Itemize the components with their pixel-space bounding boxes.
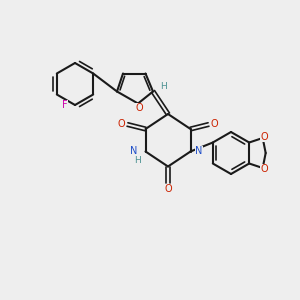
- Text: N: N: [195, 146, 202, 157]
- Text: O: O: [260, 131, 268, 142]
- Text: O: O: [211, 119, 218, 130]
- Text: O: O: [260, 164, 268, 175]
- Text: H: H: [134, 156, 140, 165]
- Text: N: N: [130, 146, 137, 157]
- Text: O: O: [118, 119, 125, 130]
- Text: F: F: [62, 100, 67, 110]
- Text: H: H: [160, 82, 167, 91]
- Text: O: O: [136, 103, 143, 113]
- Text: O: O: [164, 184, 172, 194]
